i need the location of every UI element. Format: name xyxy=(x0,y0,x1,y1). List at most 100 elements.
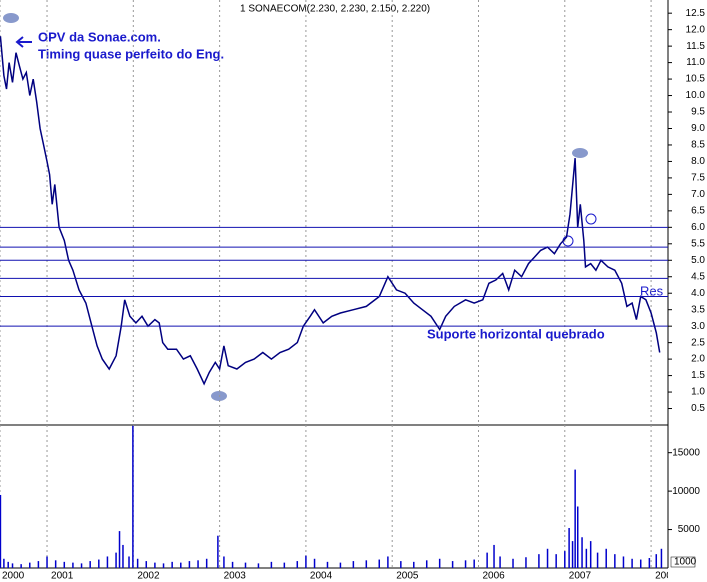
volume-bar xyxy=(145,561,148,568)
volume-bar xyxy=(231,561,234,568)
unit-box xyxy=(670,556,696,568)
unit-label: 1000 xyxy=(674,557,697,568)
y-tick-label: 11.5 xyxy=(686,41,705,52)
y-tick-label: 5.5 xyxy=(691,238,705,249)
volume-bar xyxy=(118,531,121,568)
volume-bar xyxy=(499,556,501,568)
y-tick-label: 0.5 xyxy=(691,403,705,414)
volume-bar xyxy=(20,564,22,568)
volume-bar xyxy=(571,541,574,568)
volume-bar xyxy=(154,562,156,568)
volume-bar xyxy=(122,544,124,568)
y-tick-label: 5.0 xyxy=(691,255,705,266)
volume-bar xyxy=(486,552,488,568)
plot-area: 2000 2001 2002 2003 2004 2005 2006 2007 2008 xyxy=(0,0,668,582)
volume-bar xyxy=(413,561,415,568)
volume-bar xyxy=(270,561,273,568)
x-tick-label: 2003 xyxy=(224,571,247,582)
volume-bar xyxy=(365,560,368,568)
volume-bar xyxy=(581,537,583,568)
volume-bar xyxy=(576,506,579,568)
volume-bar xyxy=(387,556,389,568)
volume-bar xyxy=(11,563,14,568)
y-tick-label: 1.0 xyxy=(691,387,705,398)
volume-bar xyxy=(98,559,100,568)
volume-bar xyxy=(132,425,134,568)
volume-bar xyxy=(339,562,342,568)
arrow xyxy=(15,36,32,48)
volume-bar xyxy=(605,548,607,568)
x-tick-label: 2004 xyxy=(310,571,333,582)
volume-bar xyxy=(568,528,570,568)
volume-bar xyxy=(305,555,307,568)
annotation: OPV da Sonae.com. xyxy=(38,29,161,44)
volume-bar xyxy=(438,558,441,568)
volume-bar xyxy=(525,557,527,568)
y-tick-label: 9.5 xyxy=(691,107,705,118)
annotation: Timing quase perfeito do Eng. xyxy=(38,46,224,61)
y-tick-label: 3.0 xyxy=(691,321,705,332)
volume-bar xyxy=(631,558,633,568)
volume-bar xyxy=(223,556,225,568)
y-tick-label: 7.5 xyxy=(691,173,705,184)
y-tick-label: 8.5 xyxy=(691,140,705,151)
volume-bar xyxy=(29,562,31,568)
x-tick-label: 2006 xyxy=(482,571,505,582)
volume-bar xyxy=(493,544,495,568)
volume-bar xyxy=(400,561,402,568)
volume-bar xyxy=(614,554,616,568)
volume-bar xyxy=(54,560,57,568)
volume-bar xyxy=(313,558,316,568)
x-tick-label: 2002 xyxy=(137,571,160,582)
volume-bar xyxy=(128,556,130,568)
volume-bar xyxy=(162,563,165,568)
volume-bar xyxy=(197,560,199,568)
y-tick-label: 8.0 xyxy=(691,156,705,167)
volume-bar xyxy=(622,556,625,568)
y2-tick-label: 15000 xyxy=(672,447,700,458)
y-tick-label: 2.0 xyxy=(691,354,705,365)
volume-bar xyxy=(425,560,428,568)
volume-bar xyxy=(546,548,549,568)
volume-bar xyxy=(596,552,599,568)
y-tick-label: 11.0 xyxy=(686,57,705,68)
y-tick-label: 4.0 xyxy=(691,288,705,299)
y-tick-label: 6.5 xyxy=(691,205,705,216)
volume-bar xyxy=(464,560,467,568)
volume-bar xyxy=(115,552,117,568)
price-line xyxy=(0,36,661,386)
y-tick-label: 9.0 xyxy=(691,123,705,134)
volume-bar xyxy=(46,556,48,568)
volume-bar xyxy=(89,561,91,568)
volume-bar xyxy=(296,561,299,568)
chart-title: 1 SONAECOM(2.230, 2.230, 2.150, 2.220) xyxy=(240,4,430,15)
volume-bar xyxy=(639,559,642,568)
volume-bar xyxy=(555,554,557,568)
volume-bar xyxy=(136,558,139,568)
y-tick-label: 10.5 xyxy=(686,74,706,85)
volume-bar xyxy=(205,558,208,568)
volume-bar xyxy=(106,556,109,568)
volume-bar xyxy=(512,558,514,568)
volume-bar xyxy=(283,562,286,568)
y2-tick-label: 10000 xyxy=(672,486,700,497)
volume-bar xyxy=(7,561,9,568)
x-tick-label: 2001 xyxy=(51,571,74,582)
annotation: Res xyxy=(640,283,664,298)
volume-bar xyxy=(80,563,83,568)
volume-bar xyxy=(244,562,247,568)
volume-bar xyxy=(473,559,475,568)
y-tick-label: 10.0 xyxy=(686,90,706,101)
volume-bar xyxy=(648,558,651,568)
volume-bar xyxy=(585,548,588,568)
volume-bar xyxy=(257,563,260,568)
volume-bar xyxy=(326,561,329,568)
volume-bar xyxy=(180,562,182,568)
y-tick-label: 7.0 xyxy=(691,189,705,200)
annotation: Suporte horizontal quebrado xyxy=(427,326,605,341)
y-tick-label: 1.5 xyxy=(691,370,705,381)
marker-circle xyxy=(585,213,597,225)
volume-bar xyxy=(574,469,576,568)
